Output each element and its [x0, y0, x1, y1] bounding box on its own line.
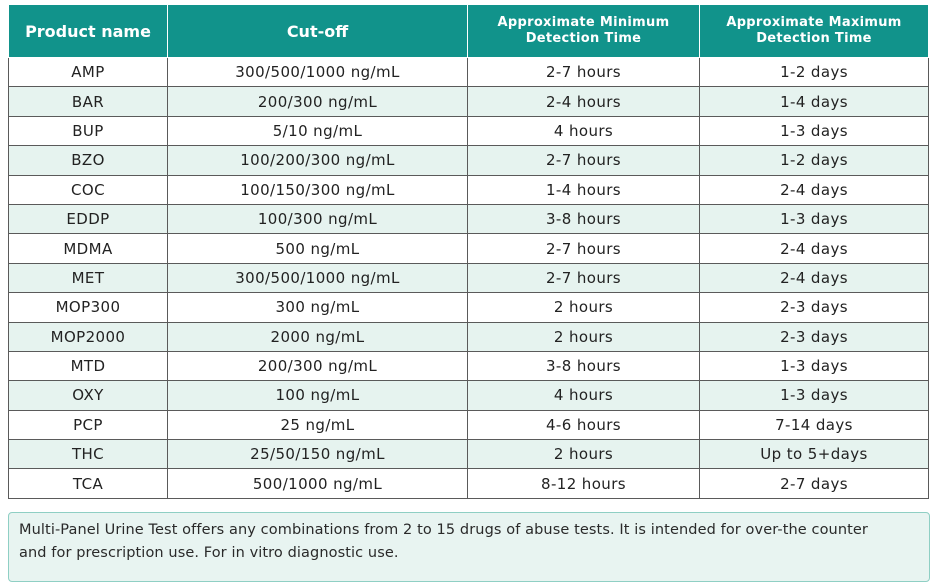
- cell-max-detection: 2-4 days: [699, 262, 929, 294]
- cell-max-detection: 2-4 days: [699, 174, 929, 205]
- table-row: BUP 5/10 ng/mL 4 hours 1-3 days: [8, 115, 929, 147]
- header-max-detection-time: Approximate Maximum Detection Time: [699, 4, 929, 58]
- cell-cut-off: 100/150/300 ng/mL: [167, 174, 468, 205]
- table-row: MOP2000 2000 ng/mL 2 hours 2-3 days: [8, 321, 929, 352]
- cell-cut-off: 100 ng/mL: [167, 380, 468, 411]
- cell-cut-off: 500 ng/mL: [167, 233, 468, 264]
- detection-table-container: Product name Cut-off Approximate Minimum…: [8, 4, 929, 499]
- cell-min-detection: 2-7 hours: [467, 262, 700, 294]
- table-header-row: Product name Cut-off Approximate Minimum…: [8, 4, 929, 58]
- cell-cut-off: 300 ng/mL: [167, 292, 468, 323]
- detection-table: Product name Cut-off Approximate Minimum…: [8, 4, 929, 499]
- cell-min-detection: 8-12 hours: [467, 468, 700, 499]
- table-row: MOP300 300 ng/mL 2 hours 2-3 days: [8, 292, 929, 323]
- header-max-detection-line-2: Detection Time: [756, 31, 872, 46]
- cell-min-detection: 2-7 hours: [467, 56, 700, 88]
- cell-cut-off: 100/200/300 ng/mL: [167, 145, 468, 176]
- header-product-name: Product name: [8, 4, 168, 58]
- cell-max-detection: 2-3 days: [699, 321, 929, 352]
- cell-product-name: AMP: [8, 56, 168, 88]
- usage-note: Multi-Panel Urine Test offers any combin…: [8, 512, 930, 582]
- cell-product-name: MET: [8, 262, 168, 294]
- usage-note-line-1: Multi-Panel Urine Test offers any combin…: [19, 522, 868, 538]
- cell-max-detection: 7-14 days: [699, 409, 929, 441]
- cell-min-detection: 4-6 hours: [467, 409, 700, 441]
- cell-min-detection: 2-4 hours: [467, 86, 700, 117]
- cell-product-name: BAR: [8, 86, 168, 117]
- cell-max-detection: 2-3 days: [699, 292, 929, 323]
- table-row: PCP 25 ng/mL 4-6 hours 7-14 days: [8, 409, 929, 441]
- cell-product-name: EDDP: [8, 203, 168, 235]
- cell-max-detection: 2-4 days: [699, 233, 929, 264]
- cell-min-detection: 3-8 hours: [467, 350, 700, 382]
- cell-max-detection: 2-7 days: [699, 468, 929, 499]
- cell-max-detection: Up to 5+days: [699, 439, 929, 470]
- cell-max-detection: 1-2 days: [699, 145, 929, 176]
- cell-min-detection: 3-8 hours: [467, 203, 700, 235]
- cell-min-detection: 2 hours: [467, 292, 700, 323]
- cell-min-detection: 4 hours: [467, 115, 700, 147]
- cell-product-name: COC: [8, 174, 168, 205]
- cell-product-name: MTD: [8, 350, 168, 382]
- cell-cut-off: 25/50/150 ng/mL: [167, 439, 468, 470]
- cell-cut-off: 300/500/1000 ng/mL: [167, 262, 468, 294]
- table-row: MET 300/500/1000 ng/mL 2-7 hours 2-4 days: [8, 262, 929, 294]
- cell-product-name: PCP: [8, 409, 168, 441]
- cell-product-name: TCA: [8, 468, 168, 499]
- table-row: AMP 300/500/1000 ng/mL 2-7 hours 1-2 days: [8, 56, 929, 88]
- cell-product-name: MOP300: [8, 292, 168, 323]
- cell-min-detection: 2 hours: [467, 439, 700, 470]
- table-row: MTD 200/300 ng/mL 3-8 hours 1-3 days: [8, 350, 929, 382]
- header-cut-off-label: Cut-off: [286, 21, 349, 41]
- table-row: COC 100/150/300 ng/mL 1-4 hours 2-4 days: [8, 174, 929, 205]
- header-cut-off: Cut-off: [167, 4, 468, 58]
- cell-max-detection: 1-2 days: [699, 56, 929, 88]
- cell-cut-off: 200/300 ng/mL: [167, 86, 468, 117]
- cell-min-detection: 2-7 hours: [467, 145, 700, 176]
- cell-cut-off: 25 ng/mL: [167, 409, 468, 441]
- table-row: EDDP 100/300 ng/mL 3-8 hours 1-3 days: [8, 203, 929, 235]
- cell-cut-off: 2000 ng/mL: [167, 321, 468, 352]
- cell-min-detection: 2-7 hours: [467, 233, 700, 264]
- cell-max-detection: 1-3 days: [699, 380, 929, 411]
- cell-cut-off: 100/300 ng/mL: [167, 203, 468, 235]
- cell-max-detection: 1-4 days: [699, 86, 929, 117]
- header-min-detection-time: Approximate Minimum Detection Time: [467, 4, 700, 58]
- header-min-detection-line-2: Detection Time: [525, 31, 642, 46]
- cell-product-name: MDMA: [8, 233, 168, 264]
- table-row: TCA 500/1000 ng/mL 8-12 hours 2-7 days: [8, 468, 929, 499]
- header-min-detection-line-1: Approximate Minimum: [497, 15, 670, 30]
- cell-cut-off: 500/1000 ng/mL: [167, 468, 468, 499]
- cell-cut-off: 5/10 ng/mL: [167, 115, 468, 147]
- table-row: BZO 100/200/300 ng/mL 2-7 hours 1-2 days: [8, 145, 929, 176]
- table-row: BAR 200/300 ng/mL 2-4 hours 1-4 days: [8, 86, 929, 117]
- cell-cut-off: 300/500/1000 ng/mL: [167, 56, 468, 88]
- cell-product-name: BZO: [8, 145, 168, 176]
- cell-product-name: OXY: [8, 380, 168, 411]
- cell-max-detection: 1-3 days: [699, 203, 929, 235]
- cell-max-detection: 1-3 days: [699, 115, 929, 147]
- cell-min-detection: 2 hours: [467, 321, 700, 352]
- cell-cut-off: 200/300 ng/mL: [167, 350, 468, 382]
- usage-note-line-2: and for prescription use. For in vitro d…: [19, 545, 399, 561]
- table-row: MDMA 500 ng/mL 2-7 hours 2-4 days: [8, 233, 929, 264]
- header-product-name-label: Product name: [25, 21, 151, 41]
- cell-product-name: BUP: [8, 115, 168, 147]
- cell-product-name: MOP2000: [8, 321, 168, 352]
- table-body: AMP 300/500/1000 ng/mL 2-7 hours 1-2 days BA…: [8, 56, 929, 499]
- cell-min-detection: 1-4 hours: [467, 174, 700, 205]
- cell-product-name: THC: [8, 439, 168, 470]
- table-row: THC 25/50/150 ng/mL 2 hours Up to 5+days: [8, 439, 929, 470]
- table-row: OXY 100 ng/mL 4 hours 1-3 days: [8, 380, 929, 411]
- cell-min-detection: 4 hours: [467, 380, 700, 411]
- header-max-detection-line-1: Approximate Maximum: [726, 15, 902, 30]
- cell-max-detection: 1-3 days: [699, 350, 929, 382]
